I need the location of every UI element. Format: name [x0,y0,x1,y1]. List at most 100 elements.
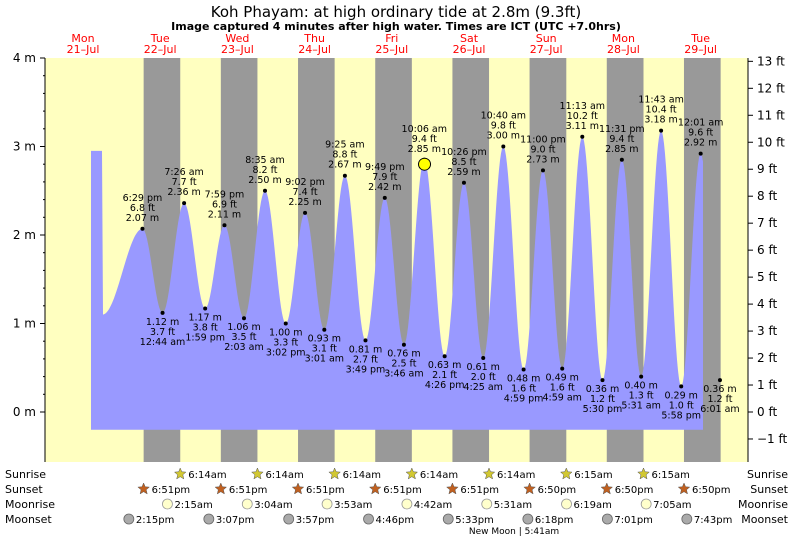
high-tide-label: 8.8 ft [332,150,357,161]
right-tick-label: 3 ft [757,324,777,338]
moonset-icon [283,513,295,525]
low-tide-label: 1.0 ft [669,400,694,411]
current-tide-marker [418,157,432,171]
moonset-label-right: Moonset [741,513,788,526]
low-tide-label: 0.40 m [624,381,657,392]
sunset-icon [677,482,691,495]
moonrise-icon [401,498,413,510]
day-name-label: Thu [303,32,325,45]
sun-moon-events: 6:14am 6:14am 6:14am 6:14am 6:14am 6:15am 6:15… [123,467,732,537]
low-tide-label: 1:59 pm [185,332,225,343]
low-tide-label: 4:59 am [543,393,582,404]
moonset-time: 6:18pm [535,515,574,526]
high-tide-label: 3.18 m [644,115,677,126]
high-tide-label: 6.8 ft [130,203,155,214]
sunset-time: 6:50pm [692,485,731,496]
extreme-point [363,338,368,343]
left-tick-label: 2 m [13,228,36,242]
high-tide-label: 8.5 ft [451,157,476,168]
left-tick-label: 3 m [13,140,36,154]
high-tide-label: 11:00 pm [520,134,566,145]
day-date-label: 28–Jul [607,43,640,56]
sunset-icon [368,482,382,495]
sunrise-icon [251,467,264,480]
extreme-point [160,310,165,315]
low-tide-label: 5:58 pm [661,410,701,421]
high-tide-label: 9.0 ft [530,144,555,155]
low-tide-label: 1.2 ft [707,394,732,405]
extreme-point [222,223,227,228]
extreme-point [241,316,246,321]
sunset-icon [523,482,536,495]
low-tide-label: 0.48 m [507,374,540,385]
sunset-time: 6:51pm [383,485,422,496]
day-date-label: 26–Jul [453,43,486,56]
day-date-label: 29–Jul [684,43,717,56]
tide-curve [91,130,703,430]
sunrise-label-right: Sunrise [747,468,788,481]
sunset-time: 6:51pm [229,485,268,496]
high-tide-label: 6.9 ft [212,199,237,210]
day-date-label: 22–Jul [144,43,177,56]
sunset-time: 6:50pm [538,485,577,496]
high-tide-label: 2.59 m [447,167,480,178]
moonset-time: 4:46pm [376,515,415,526]
low-tide-label: 3:02 pm [266,348,306,359]
high-tide-label: 8:35 am [245,155,284,166]
low-tide-label: 2:03 am [224,342,263,353]
low-tide-label: 2.7 ft [353,354,378,365]
moonset-time: 3:07pm [216,515,255,526]
low-tide-label: 0.63 m [428,360,461,371]
high-tide-label: 7.4 ft [293,187,318,198]
day-date-label: 27–Jul [530,43,563,56]
sunrise-icon [173,467,187,480]
sunrise-time: 6:14am [343,470,381,481]
moonrise-time: 6:19am [574,500,612,511]
extreme-point [382,195,387,200]
moonrise-icon [481,498,493,510]
high-tide-label: 7:26 am [164,167,203,178]
moonrise-time: 2:15am [174,500,212,511]
moonrise-time: 3:53am [334,500,372,511]
right-tick-label: 10 ft [757,135,785,149]
high-tide-label: 10.2 ft [567,111,598,122]
extreme-point [521,367,526,372]
low-tide-label: 3.3 ft [273,338,298,349]
moonset-time: 7:01pm [614,515,653,526]
moonrise-label-right: Moonrise [738,498,788,511]
low-tide-label: 3:01 am [305,354,344,365]
day-name-label: Wed [225,32,249,45]
extreme-point [698,151,703,156]
left-tick-label: 1 m [13,317,36,331]
right-tick-label: 2 ft [757,351,777,365]
left-tick-label: 4 m [13,51,36,65]
sunrise-time: 6:14am [497,470,535,481]
moonrise-time: 3:04am [254,500,292,511]
high-tide-label: 9:49 pm [365,162,405,173]
sunrise-time: 6:15am [652,470,690,481]
extreme-point [283,321,288,326]
high-tide-label: 2.25 m [288,197,321,208]
moonset-time: 2:15pm [136,515,175,526]
high-tide-label: 12:01 am [678,118,723,129]
high-tide-label: 10.4 ft [646,105,677,116]
right-tick-label: 12 ft [757,81,785,95]
extreme-point [342,173,347,178]
day-date-label: 23–Jul [221,43,254,56]
extreme-point [442,354,447,359]
low-tide-label: 1.00 m [269,328,302,339]
moonset-label-left: Moonset [5,513,52,526]
right-tick-label: 11 ft [757,108,785,122]
extreme-point [203,306,208,311]
day-name-label: Mon [71,32,94,45]
sunrise-icon [637,467,650,480]
extreme-point [540,168,545,173]
moonset-icon [601,513,613,525]
extreme-point [600,378,605,383]
low-tide-label: 0.29 m [664,390,697,401]
low-tide-label: 3.7 ft [150,327,175,338]
moonset-icon [203,513,215,525]
moonrise-icon [162,498,173,510]
